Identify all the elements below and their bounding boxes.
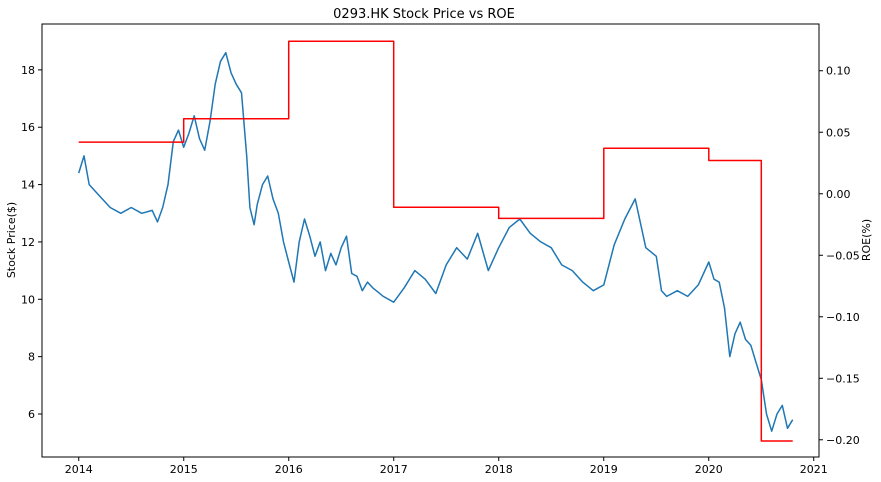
y-tick-label: 14 bbox=[21, 179, 35, 192]
y-axis-label: Stock Price($) bbox=[5, 202, 18, 278]
y-tick-label: 16 bbox=[21, 121, 35, 134]
roe-series-line bbox=[78, 40, 793, 442]
x-tick-label: 2021 bbox=[800, 463, 828, 476]
x-tick-label: 2019 bbox=[590, 463, 618, 476]
stock-price-series-line bbox=[77, 51, 794, 432]
chart-title: 0293.HK Stock Price vs ROE bbox=[333, 7, 515, 22]
x-tick-label: 2016 bbox=[275, 463, 303, 476]
y-tick-label: 8 bbox=[28, 351, 35, 364]
y-axis-right: −0.20 −0.15 −0.10 −0.05 0.00 0.05 0.10 bbox=[819, 65, 860, 447]
y-axis-left: 6 8 10 12 14 16 18 bbox=[21, 64, 42, 421]
y-tick-label: 10 bbox=[21, 293, 35, 306]
x-tick-label: 2017 bbox=[380, 463, 408, 476]
y2-tick-label: 0.00 bbox=[826, 188, 851, 201]
y-tick-label: 18 bbox=[21, 64, 35, 77]
x-tick-label: 2020 bbox=[695, 463, 723, 476]
x-tick-label: 2014 bbox=[65, 463, 93, 476]
y2-tick-label: −0.10 bbox=[826, 311, 860, 324]
y-tick-label: 6 bbox=[28, 408, 35, 421]
y2-tick-label: 0.05 bbox=[826, 126, 851, 139]
plot-frame bbox=[41, 23, 820, 458]
y2-tick-label: −0.20 bbox=[826, 434, 860, 447]
x-axis: 2014 2015 2016 2017 2018 2019 2020 2021 bbox=[65, 457, 828, 476]
y2-axis-label: ROE(%) bbox=[860, 219, 873, 261]
y-tick-label: 12 bbox=[21, 236, 35, 249]
series-layer bbox=[77, 40, 794, 442]
x-tick-label: 2015 bbox=[170, 463, 198, 476]
y2-tick-label: −0.15 bbox=[826, 372, 860, 385]
y2-tick-label: −0.05 bbox=[826, 249, 860, 262]
x-tick-label: 2018 bbox=[485, 463, 513, 476]
y2-tick-label: 0.10 bbox=[826, 65, 851, 78]
